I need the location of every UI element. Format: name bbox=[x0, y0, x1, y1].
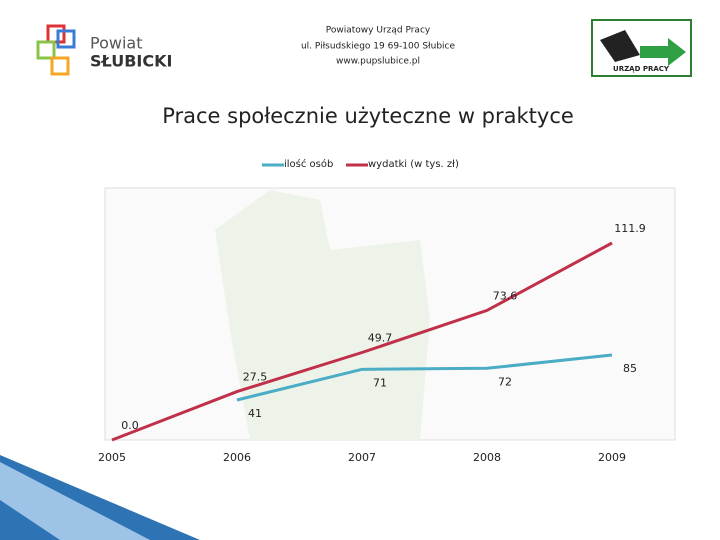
series-line bbox=[236, 353, 613, 402]
data-label: 72 bbox=[498, 375, 512, 388]
chart-title: Prace społecznie użyteczne w praktyce bbox=[162, 104, 574, 128]
x-tick-label: 2006 bbox=[223, 451, 251, 464]
logo-text: URZĄD PRACY bbox=[613, 65, 670, 73]
data-label: 85 bbox=[623, 362, 637, 375]
legend-label: ilość osób bbox=[284, 158, 333, 170]
x-tick-label: 2009 bbox=[598, 451, 626, 464]
logo-right: URZĄD PRACY bbox=[591, 19, 692, 77]
logo-text: Powiat bbox=[90, 34, 142, 53]
map-decor bbox=[215, 190, 430, 440]
data-label: 0.0 bbox=[121, 419, 139, 432]
x-tick-label: 2007 bbox=[348, 451, 376, 464]
logo-left: Powiat SŁUBICKI bbox=[36, 24, 172, 76]
logo-text: SŁUBICKI bbox=[90, 52, 172, 71]
header-line: Powiatowy Urząd Pracy bbox=[326, 26, 431, 36]
header-line: ul. Piłsudskiego 19 69-100 Słubice bbox=[301, 42, 456, 52]
header-line: www.pupslubice.pl bbox=[336, 57, 420, 67]
x-tick-label: 2008 bbox=[473, 451, 501, 464]
data-label: 41 bbox=[248, 407, 262, 420]
legend-label: wydatki (w tys. zł) bbox=[368, 159, 459, 170]
decor bbox=[0, 462, 150, 540]
series-line bbox=[111, 241, 613, 442]
data-label: 73.6 bbox=[493, 289, 518, 302]
data-label: 49.7 bbox=[368, 332, 393, 345]
data-label: 111.9 bbox=[614, 222, 646, 235]
plot: 2005 2006 2007 2008 2009 41 71 72 85 ilość osób 0.… bbox=[98, 158, 646, 464]
data-label: 71 bbox=[373, 376, 387, 389]
data-label: 27.5 bbox=[243, 371, 268, 384]
x-tick-label: 2005 bbox=[98, 451, 126, 464]
